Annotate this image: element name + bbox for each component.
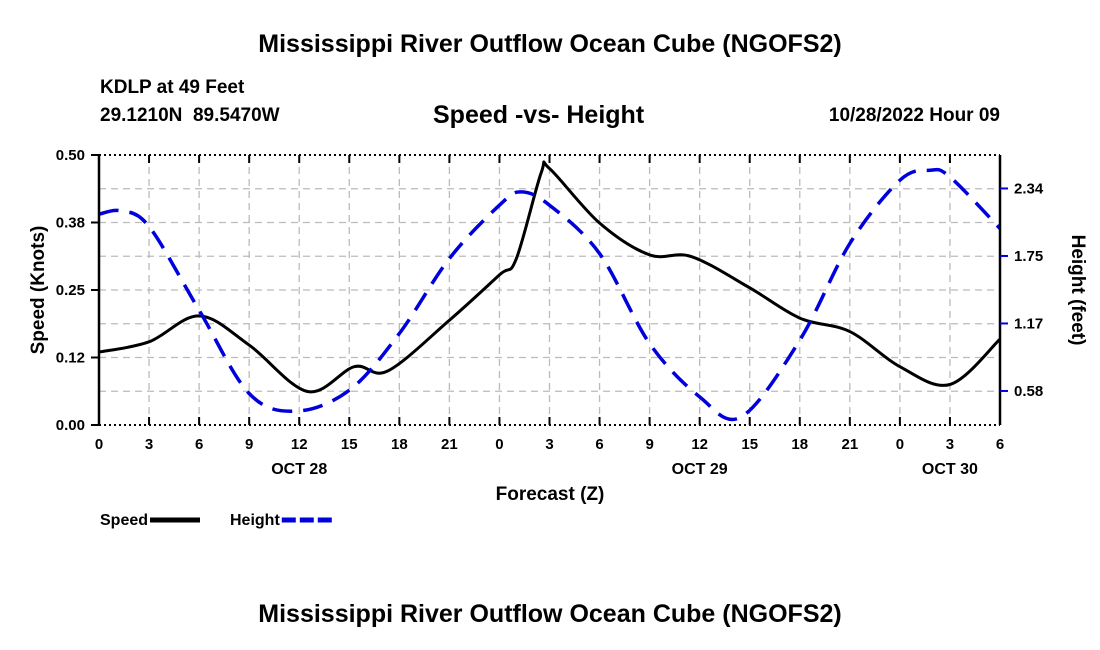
x-tick-label: 3: [545, 436, 553, 453]
x-axis-label: Forecast (Z): [496, 484, 605, 505]
footer-title: Mississippi River Outflow Ocean Cube (NG…: [258, 600, 842, 628]
x-tick-label: 6: [996, 436, 1004, 453]
x-tick-label: 12: [291, 436, 308, 453]
series-line-height: [98, 167, 1002, 422]
x-tick-label: 6: [595, 436, 603, 453]
y2-tick-label: 1.17: [1014, 315, 1043, 332]
date-label: OCT 30: [922, 461, 978, 478]
series-layer: [98, 160, 1002, 422]
x-tick-label: 9: [645, 436, 653, 453]
y-tick-label: 0.25: [56, 282, 85, 299]
x-tick-label: 21: [841, 436, 858, 453]
y2-tick-label: 2.34: [1014, 180, 1044, 197]
timestamp-label: 10/28/2022 Hour 09: [828, 105, 1000, 126]
chart-subtitle: Speed -vs- Height: [433, 101, 645, 129]
x-tick-label: 6: [195, 436, 203, 453]
legend-label-speed: Speed: [100, 512, 148, 529]
x-tick-label: 0: [896, 436, 904, 453]
axis-labels: 0 3 6 9 12 15 18 21 0 3 6 9 12 15 18 21 0 3 6 OCT 28 OCT 29 O…: [28, 147, 1088, 529]
x-tick-label: 3: [946, 436, 954, 453]
y-tick-label: 0.00: [56, 417, 85, 434]
series-line-speed: [98, 160, 1002, 394]
x-tick-label: 0: [95, 436, 103, 453]
x-tick-label: 3: [145, 436, 153, 453]
x-tick-label: 15: [741, 436, 758, 453]
y2-tick-label: 0.58: [1014, 383, 1043, 400]
chart-main-title: Mississippi River Outflow Ocean Cube (NG…: [258, 30, 842, 58]
y-tick-label: 0.12: [56, 350, 85, 367]
y2-tick-label: 1.75: [1014, 248, 1043, 265]
x-tick-label: 0: [495, 436, 503, 453]
speed-height-chart: 0 3 6 9 12 15 18 21 0 3 6 9 12 15 18 21 0 3 6 OCT 28 OCT 29 O…: [28, 147, 1088, 529]
x-tick-label: 12: [691, 436, 708, 453]
coords-label: 29.1210N 89.5470W: [100, 105, 280, 126]
x-tick-label: 18: [391, 436, 408, 453]
y-tick-label: 0.50: [56, 147, 85, 164]
date-label: OCT 29: [672, 461, 728, 478]
date-label: OCT 28: [271, 461, 327, 478]
y2-axis-label: Height (feet): [1067, 235, 1088, 346]
x-tick-label: 21: [441, 436, 458, 453]
x-tick-label: 18: [791, 436, 808, 453]
grid: [99, 155, 1000, 425]
legend-label-height: Height: [230, 512, 280, 529]
axes: [91, 154, 1008, 426]
station-label: KDLP at 49 Feet: [100, 77, 245, 98]
y-axis-label: Speed (Knots): [28, 226, 49, 355]
x-tick-label: 15: [341, 436, 358, 453]
x-tick-label: 9: [245, 436, 253, 453]
y-tick-label: 0.38: [56, 215, 85, 232]
